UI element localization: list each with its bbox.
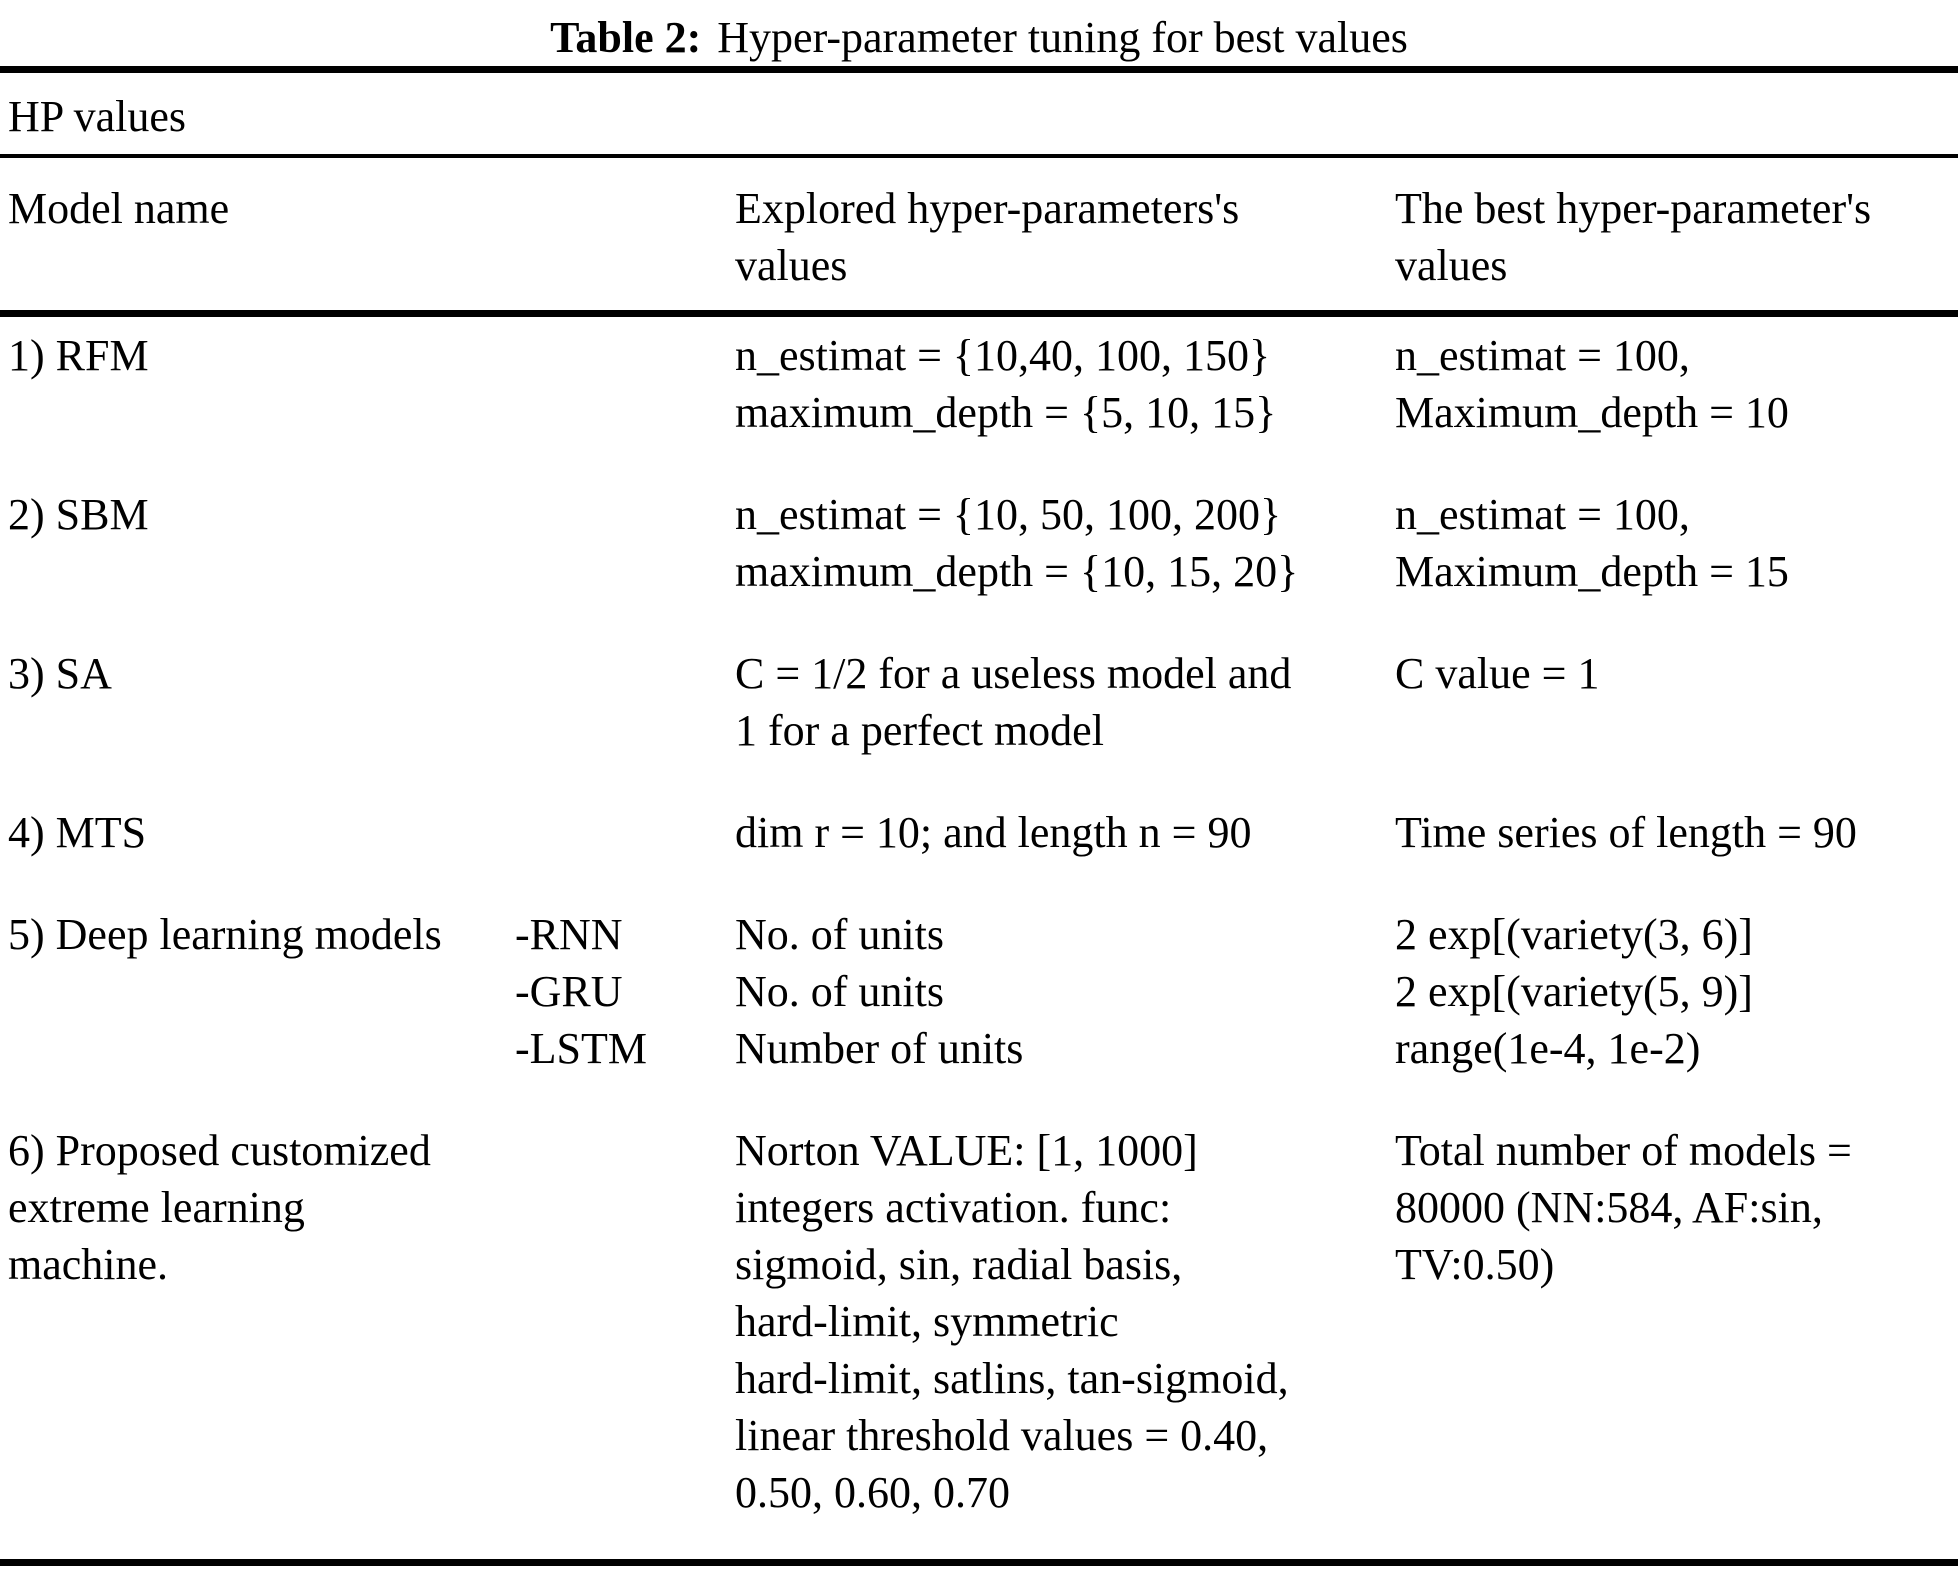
explored-values-cell: n_estimat = {10, 50, 100, 200} maximum_d… <box>735 490 1299 596</box>
hp-values-label: HP values <box>8 92 187 141</box>
model-name-cell: 3) SA <box>8 649 112 698</box>
explored-values-cell: n_estimat = {10,40, 100, 150} maximum_de… <box>735 331 1277 437</box>
bottom-rule <box>0 1559 1958 1566</box>
hp-values-header: HP values <box>0 73 1958 154</box>
sub-model-cell: -RNN -GRU -LSTM <box>515 910 647 1073</box>
best-values-cell: n_estimat = 100, Maximum_depth = 10 <box>1395 331 1789 437</box>
column-header-model: Model name <box>8 184 230 233</box>
column-header-best: The best hyper-parameter's values <box>1395 184 1872 290</box>
table-caption-text: Hyper-parameter tuning for best values <box>717 13 1408 62</box>
explored-values-cell: No. of units No. of units Number of unit… <box>735 910 1024 1073</box>
sub-model-cell <box>515 486 735 600</box>
table-caption: Table 2: Hyper-parameter tuning for best … <box>0 0 1958 66</box>
best-values-cell: n_estimat = 100, Maximum_depth = 15 <box>1395 490 1789 596</box>
model-name-cell: 4) MTS <box>8 808 147 857</box>
model-name-cell: 1) RFM <box>8 331 149 380</box>
model-name-cell: 2) SBM <box>8 490 149 539</box>
best-values-cell: 2 exp[(variety(3, 6)] 2 exp[(variety(5, … <box>1395 910 1753 1073</box>
model-name-cell: 5) Deep learning models <box>8 910 442 959</box>
sub-model-cell <box>515 645 735 759</box>
explored-values-cell: C = 1/2 for a useless model and 1 for a … <box>735 649 1292 755</box>
header-divider-rule <box>0 154 1958 158</box>
explored-values-cell: Norton VALUE: [1, 1000] integers activat… <box>735 1126 1289 1517</box>
table-body: 1) RFM n_estimat = {10,40, 100, 150} max… <box>0 317 1958 1521</box>
sub-model-cell <box>515 804 735 861</box>
column-header-row: Model name Explored hyper-parameters's v… <box>0 158 1958 310</box>
column-header-explored: Explored hyper-parameters's values <box>735 184 1240 290</box>
best-values-cell: Time series of length = 90 <box>1395 808 1857 857</box>
best-values-cell: C value = 1 <box>1395 649 1600 698</box>
top-rule <box>0 66 1958 73</box>
sub-model-cell <box>515 1122 735 1521</box>
sub-model-cell <box>515 327 735 441</box>
explored-values-cell: dim r = 10; and length n = 90 <box>735 808 1252 857</box>
best-values-cell: Total number of models = 80000 (NN:584, … <box>1395 1126 1852 1289</box>
table-caption-label: Table 2: <box>550 13 702 62</box>
body-top-rule <box>0 310 1958 317</box>
model-name-cell: 6) Proposed customized extreme learning … <box>8 1126 431 1289</box>
